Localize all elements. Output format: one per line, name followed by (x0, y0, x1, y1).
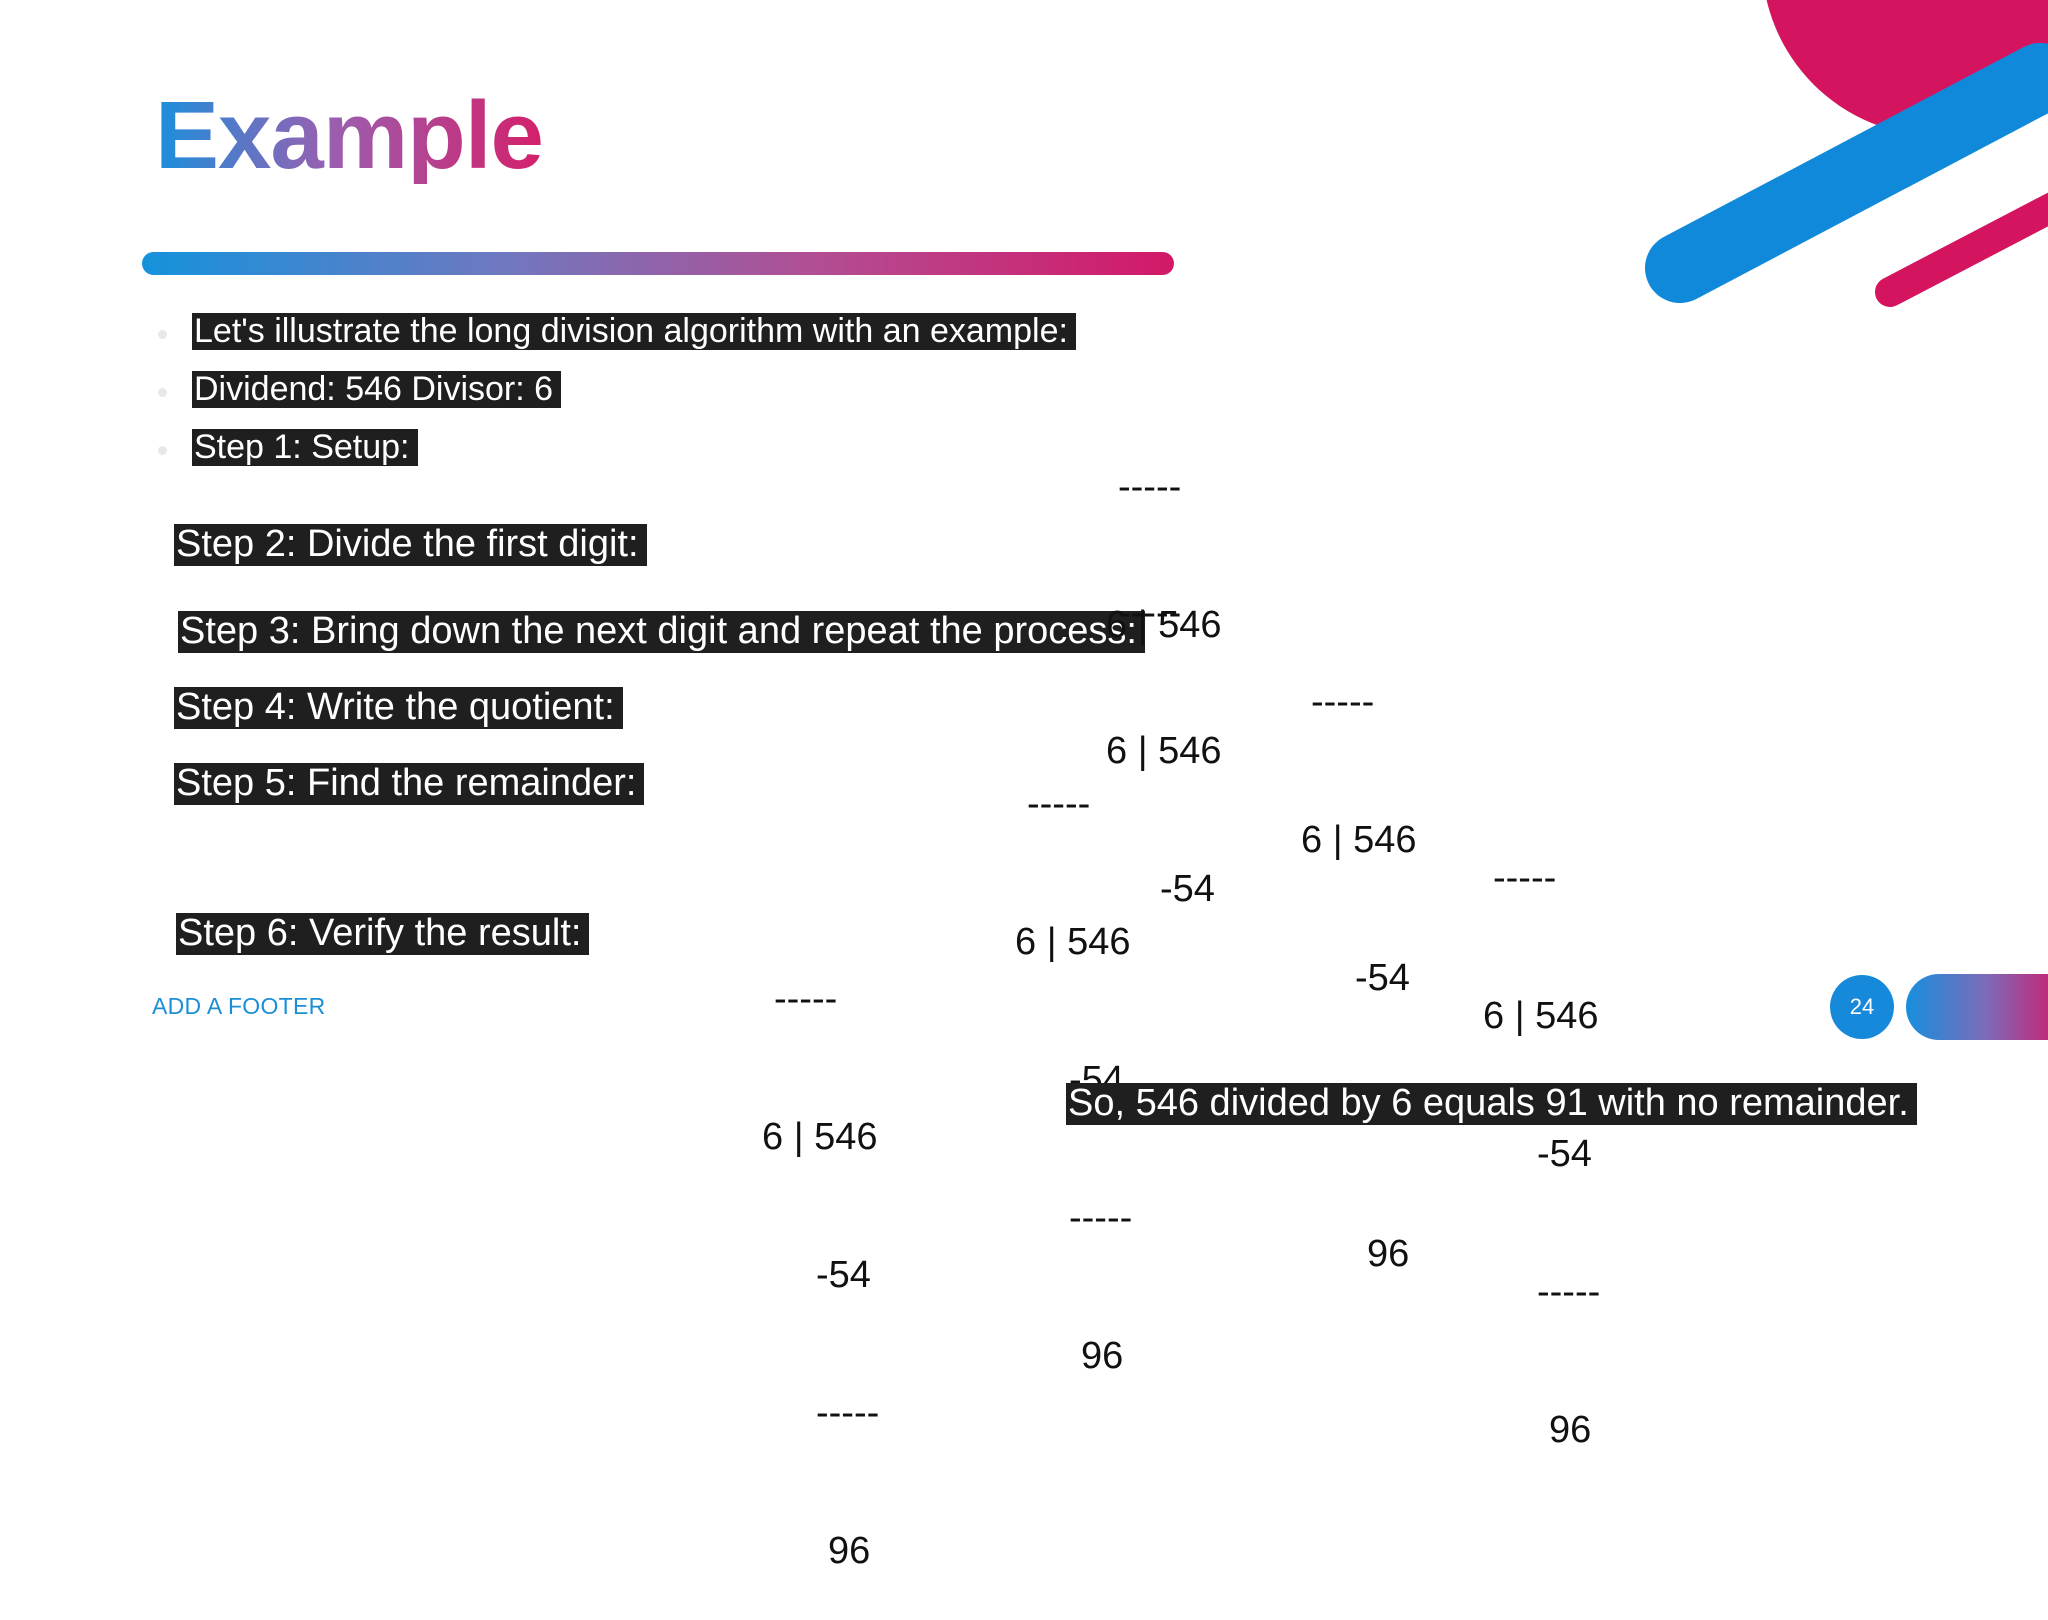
calc-result: 96 (1549, 1409, 1592, 1451)
decorative-shapes (1645, 0, 2048, 307)
calc-line: ----- (1537, 1271, 1601, 1313)
calc-line: ----- (1118, 592, 1182, 634)
calc-division: 6 | 546 (1015, 921, 1131, 963)
bullet-text: Let's illustrate the long division algor… (192, 312, 1076, 351)
calc-line: ----- (1069, 1197, 1133, 1239)
step-6-label: Step 6: Verify the result: (176, 912, 590, 955)
title-underline-bar (142, 252, 1174, 275)
step-3-label: Step 3: Bring down the next digit and re… (178, 610, 1145, 653)
calc-division: 6 | 546 (1106, 730, 1222, 772)
step4-calculation: ----- 6 | 546 -54 ----- 96 (1015, 689, 1132, 1425)
calc-division: 6 | 546 (1483, 995, 1599, 1037)
footer-text: ADD A FOOTER (152, 993, 326, 1019)
bullet-item: Dividend: 546 Divisor: 6 (150, 370, 562, 409)
calc-line: ----- (1493, 857, 1557, 899)
step6-calculation: ----- 6 | 546 -54 ----- 96 (762, 884, 879, 1620)
calc-division: 6 | 546 (1106, 604, 1222, 646)
page-title: Example (155, 82, 544, 189)
calc-result: 96 (828, 1530, 871, 1572)
calc-subtract: -54 (816, 1254, 871, 1296)
calc-subtract: -54 (1355, 957, 1410, 999)
conclusion-text: So, 546 divided by 6 equals 91 with no r… (1066, 1082, 1917, 1125)
step-4-label: Step 4: Write the quotient: (174, 686, 623, 729)
step5-calculation: ----- 6 | 546 -54 ----- 96 (1483, 763, 1600, 1499)
page-number: 24 (1830, 975, 1894, 1039)
page-number-bar (1906, 974, 2048, 1040)
magenta-diagonal-bar (1875, 192, 2048, 307)
blue-diagonal-bar (1645, 43, 2048, 303)
bullet-dot-icon (158, 388, 167, 397)
bullet-dot-icon (158, 446, 167, 455)
calc-division: 6 | 546 (1301, 819, 1417, 861)
calc-subtract: -54 (1160, 868, 1215, 910)
bullet-text: Step 1: Setup: (192, 428, 418, 467)
calc-subtract: -54 (1537, 1133, 1592, 1175)
step2-calculation: ----- 6 | 546 -54 (1106, 498, 1222, 958)
step-2-label: Step 2: Divide the first digit: (174, 523, 647, 566)
bullet-item: Let's illustrate the long division algor… (150, 312, 1076, 351)
calc-division: 6 | 546 (762, 1116, 878, 1158)
calc-line: ----- (1311, 681, 1375, 723)
calc-result: 96 (1367, 1233, 1410, 1275)
calc-line: ----- (774, 978, 838, 1020)
setup-calculation: ----- 6 | 546 (1106, 372, 1222, 694)
calc-line: ----- (1118, 466, 1182, 508)
bullet-text: Dividend: 546 Divisor: 6 (192, 370, 562, 409)
calc-line: ----- (1027, 783, 1091, 825)
step-5-label: Step 5: Find the remainder: (174, 762, 645, 805)
bullet-item: Step 1: Setup: (150, 428, 418, 467)
calc-line: ----- (816, 1392, 880, 1434)
bullet-dot-icon (158, 330, 167, 339)
step3-calculation: ----- 6 | 546 -54 ----- 96 (1301, 587, 1418, 1323)
calc-result: 96 (1081, 1335, 1124, 1377)
